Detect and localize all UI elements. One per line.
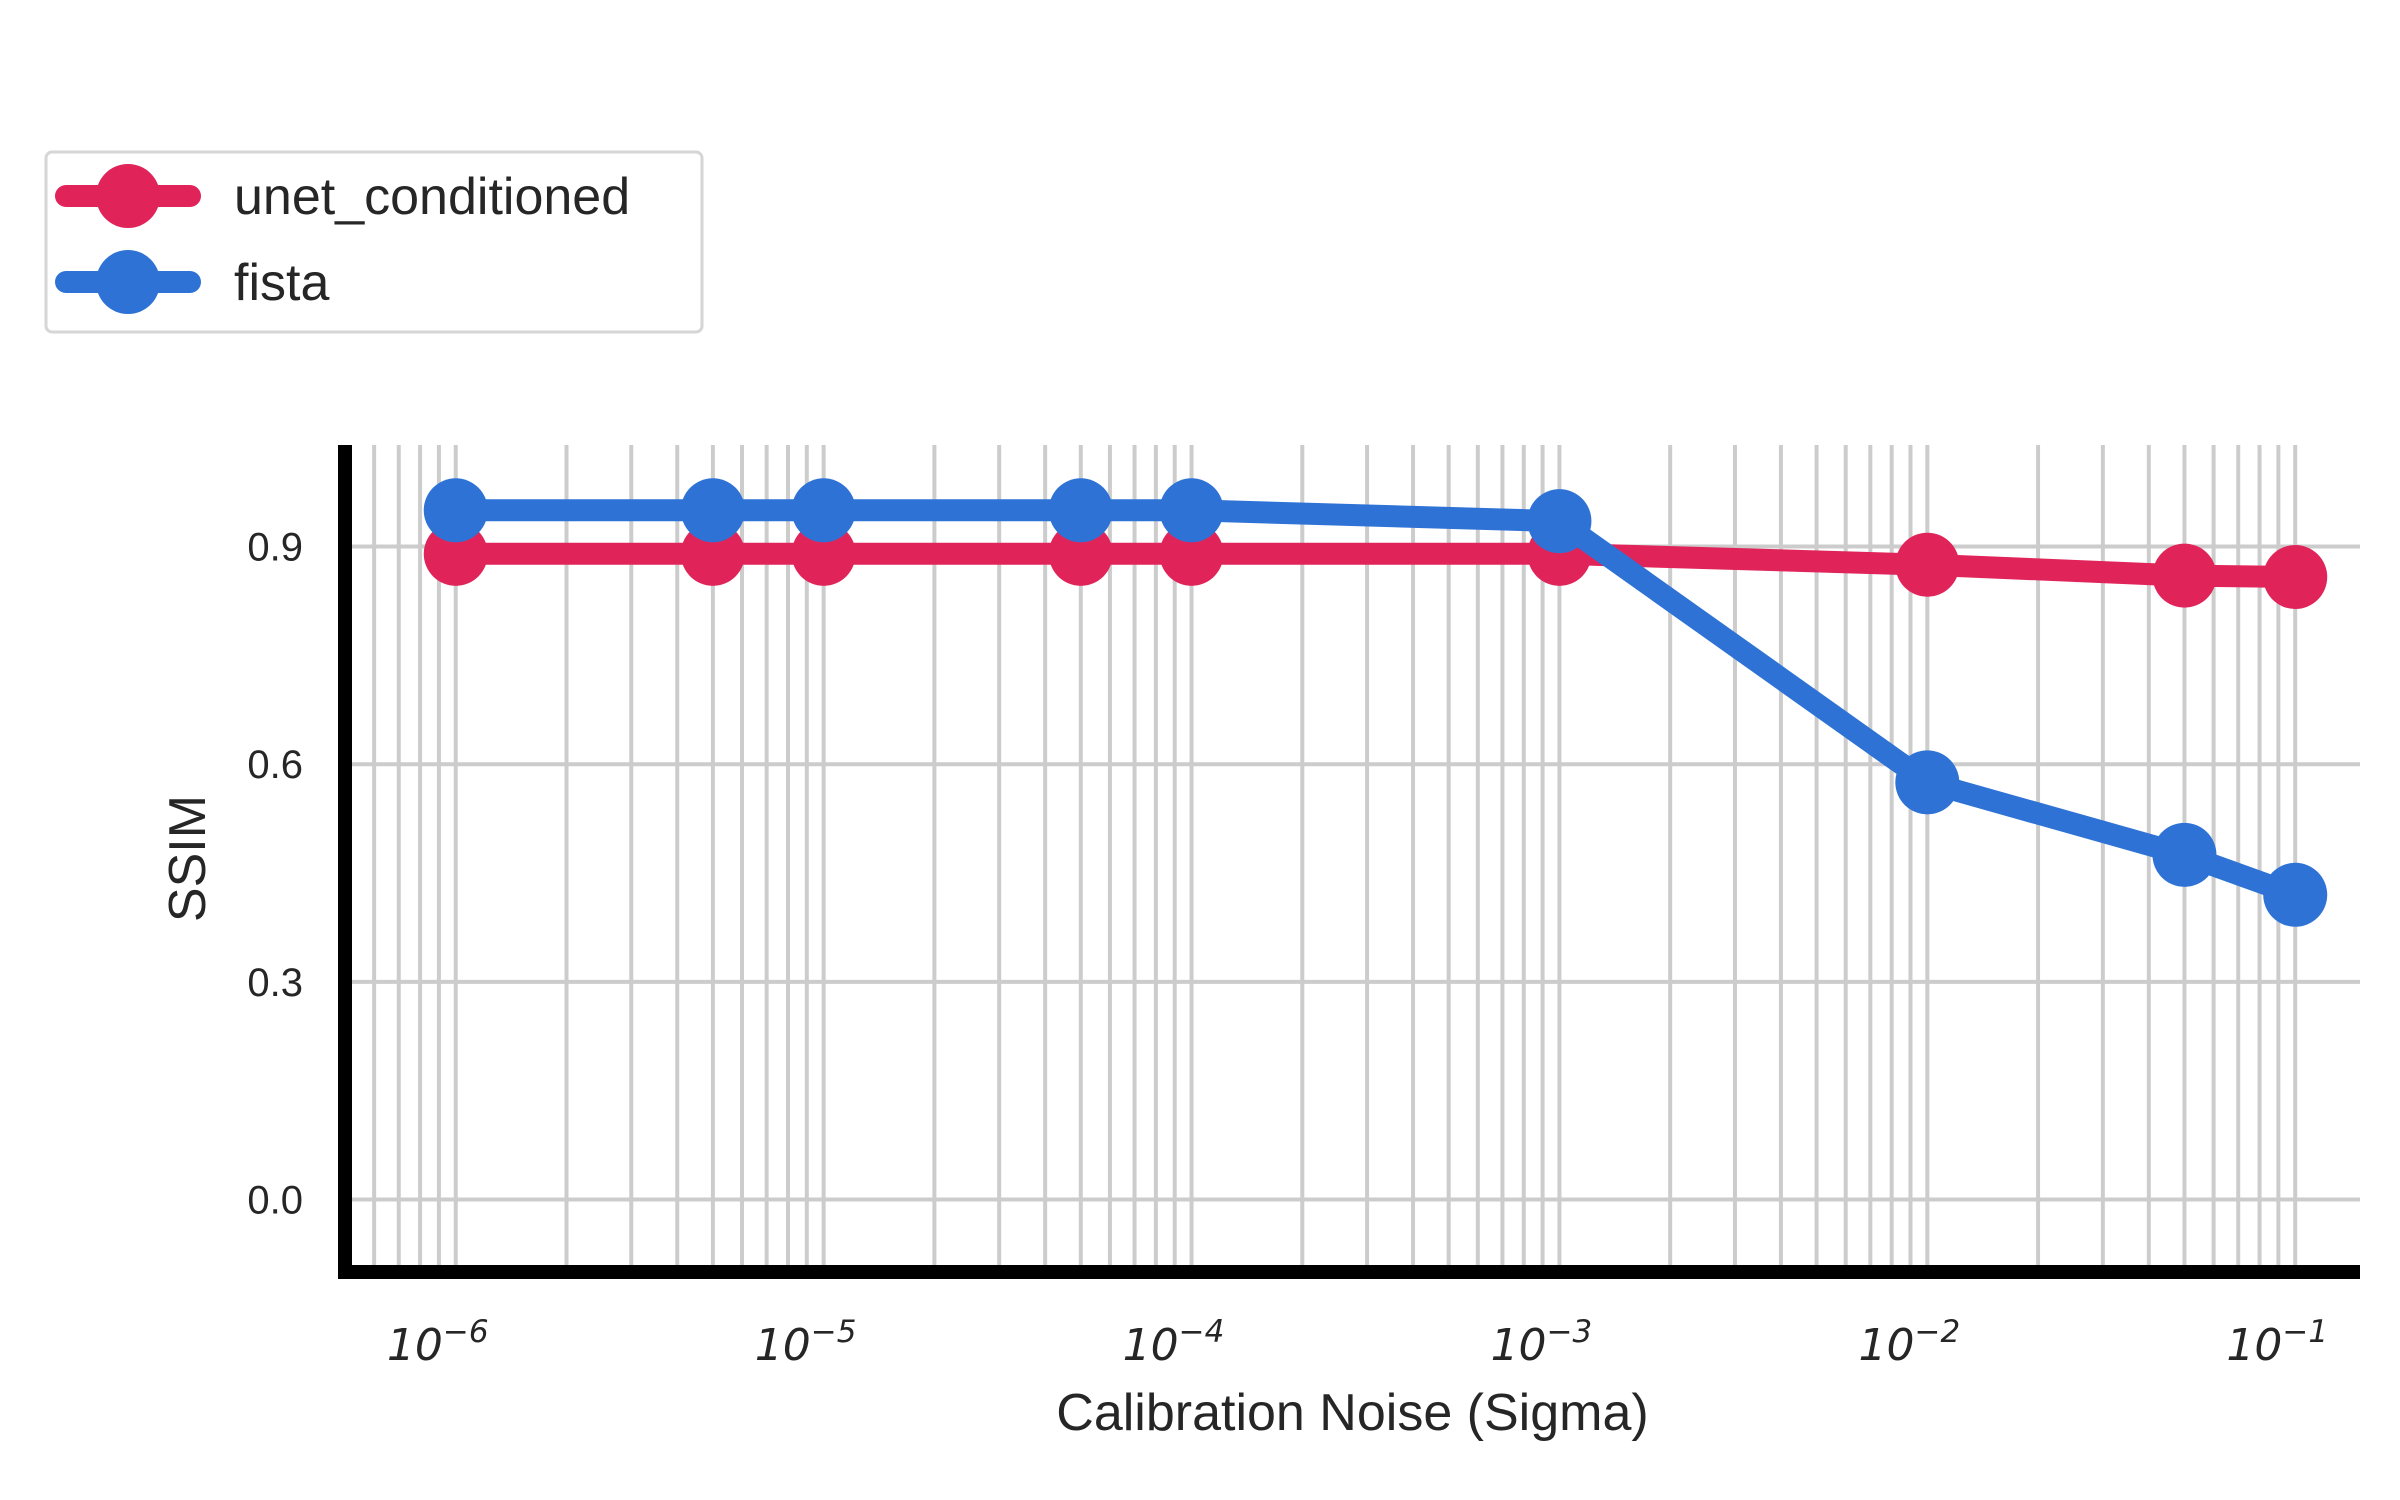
x-axis-title: Calibration Noise (Sigma) — [1056, 1384, 1648, 1442]
data-point — [1159, 478, 1224, 543]
legend-item-unet_conditioned: unet_conditioned — [55, 164, 630, 228]
series-fista — [423, 478, 2328, 927]
legend-frame — [44, 150, 704, 334]
data-point — [1527, 489, 1592, 554]
legend-marker-swatch — [96, 250, 160, 314]
legend-item-fista: fista — [55, 250, 329, 314]
data-point — [2263, 862, 2328, 927]
data-point — [1048, 478, 1113, 543]
y-axis-title: SSIM — [159, 795, 217, 922]
axes — [338, 445, 2360, 1279]
x-tick-label: 10−6 — [387, 1314, 489, 1371]
legend-marker-swatch — [96, 164, 160, 228]
x-tick-label: 10−2 — [1858, 1314, 1960, 1371]
data-point — [2152, 543, 2217, 608]
y-tick-label: 0.0 — [247, 1178, 303, 1222]
data-point — [680, 478, 745, 543]
x-tick-label: 10−5 — [755, 1314, 857, 1371]
y-tick-label: 0.3 — [247, 961, 303, 1005]
data-point — [1895, 750, 1960, 815]
y-tick-label: 0.6 — [247, 743, 303, 787]
legend-label: fista — [234, 254, 329, 312]
data-point — [423, 478, 488, 543]
legend-label: unet_conditioned — [234, 168, 630, 226]
tick-labels: 0.0 0.3 0.6 0.9 10−6 10−5 10−4 10−3 10−2 10−1 — [247, 526, 2328, 1371]
x-tick-label: 10−1 — [2226, 1314, 2328, 1371]
x-tick-label: 10−3 — [1491, 1314, 1593, 1371]
data-point — [2152, 822, 2217, 887]
y-tick-label: 0.9 — [247, 526, 303, 570]
x-tick-label: 10−4 — [1123, 1314, 1225, 1371]
data-point — [1895, 532, 1960, 597]
data-point — [2263, 545, 2328, 610]
data-point — [791, 478, 856, 543]
series-layer — [423, 478, 2328, 927]
